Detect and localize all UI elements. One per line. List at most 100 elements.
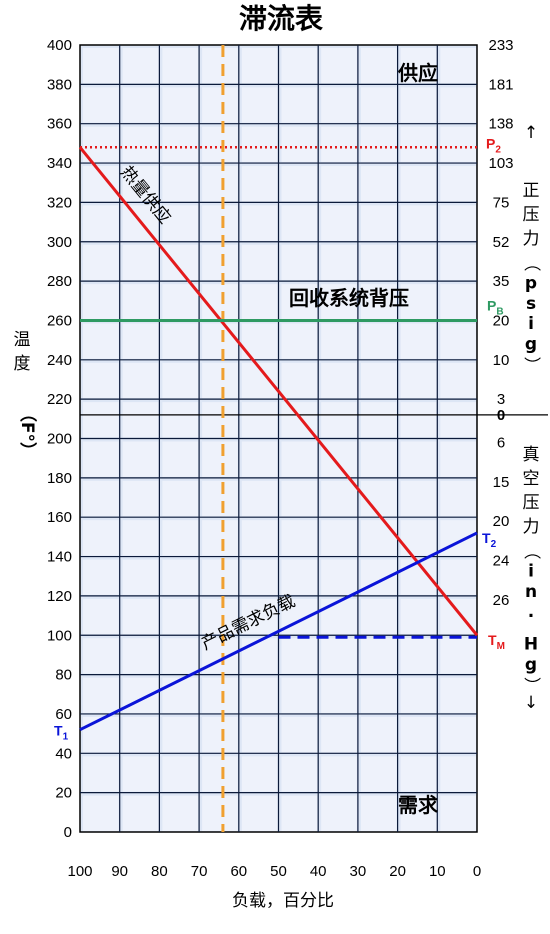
grid-cell	[122, 87, 159, 123]
grid-cell	[400, 284, 437, 320]
pressure-tick-label: 20	[493, 312, 510, 329]
grid-cell	[241, 166, 278, 202]
grid-cell	[202, 48, 238, 84]
y-tick-label: 80	[55, 667, 72, 684]
y-tick-label: 40	[55, 745, 72, 762]
grid-cell	[360, 284, 397, 320]
pressure-label-char: s	[526, 294, 536, 314]
grid-cell	[440, 48, 476, 84]
x-axis-label: 负载，百分比	[232, 891, 334, 911]
grid-cell	[202, 244, 238, 281]
reference-lines	[80, 45, 477, 832]
vacuum-tick-label: 20	[493, 513, 510, 530]
vacuum-label-char: g	[525, 655, 537, 675]
grid-cell	[202, 362, 238, 399]
grid-cell	[162, 323, 199, 359]
grid-cell	[281, 795, 318, 831]
grid-cell	[162, 48, 199, 84]
y-tick-label: 100	[47, 627, 72, 644]
series-markers: P2 PB T1 T2 TM	[54, 135, 505, 742]
grid-cell	[122, 284, 159, 320]
grid-cell	[321, 323, 357, 359]
grid-cell	[83, 402, 119, 438]
grid-cell	[281, 520, 318, 556]
x-tick-label: 100	[67, 863, 92, 880]
grid-cell	[83, 677, 119, 713]
grid-cell	[360, 87, 397, 123]
y-tick-label: 260	[47, 312, 72, 329]
grid-cell	[360, 441, 397, 477]
grid-cell	[440, 166, 476, 202]
grid-cell	[321, 716, 357, 753]
pressure-tick-label: 233	[488, 37, 513, 54]
grid-cell	[440, 480, 476, 517]
grid-cell	[360, 126, 397, 163]
grid-cell	[162, 638, 199, 674]
grid-cell	[162, 756, 199, 792]
grid-cell	[400, 362, 437, 399]
grid-cell	[281, 205, 318, 241]
grid-cell	[202, 323, 238, 359]
vacuum-tick-label: 24	[493, 553, 510, 570]
grid-cell	[162, 166, 199, 202]
y-label-char: 温	[14, 330, 31, 350]
y-tick-label: 160	[47, 509, 72, 526]
grid-cell	[162, 87, 199, 123]
grid-cell	[440, 677, 476, 713]
y-tick-label: 240	[47, 352, 72, 369]
grid-cell	[241, 402, 278, 438]
grid-cell	[321, 205, 357, 241]
grid-cell	[202, 126, 238, 163]
y-tick-label: 280	[47, 273, 72, 290]
grid-cell	[400, 126, 437, 163]
vacuum-label-char: 力	[523, 517, 540, 537]
y-label-char: 度	[14, 354, 31, 374]
pressure-tick-label: 138	[488, 116, 513, 133]
pressure-label-char: 力	[523, 229, 540, 249]
grid-cell	[360, 520, 397, 556]
up-arrow: ↑	[524, 123, 538, 143]
pressure-tick-label: 10	[493, 352, 510, 369]
x-axis-ticks: 100 90 80 70 60 50 40 30 20 10 0	[67, 863, 481, 880]
grid-cell	[83, 795, 119, 831]
pressure-label-char: （	[521, 255, 541, 272]
x-tick-label: 70	[191, 863, 208, 880]
grid-cell	[241, 559, 278, 595]
pressure-label-char: p	[525, 273, 537, 293]
grid-cell	[122, 716, 159, 753]
y-axis-ticks: 0 20 40 60 80 100 120 140 160 180 200 220 240 260 280 3…	[47, 37, 72, 841]
series-line-0	[78, 146, 479, 637]
grid-cell	[281, 677, 318, 713]
grid-cell	[83, 362, 119, 399]
grid-cell	[162, 205, 199, 241]
grid-cell	[162, 677, 199, 713]
grid-cell	[162, 716, 199, 753]
grid-cell	[202, 716, 238, 753]
grid-cell	[122, 559, 159, 595]
grid-cell	[281, 756, 318, 792]
y-axis-label: 温度 （F°）	[14, 330, 39, 459]
grid-cell	[281, 284, 318, 320]
pressure-tick-label: 75	[493, 194, 510, 211]
grid-cell	[122, 638, 159, 674]
x-tick-label: 50	[270, 863, 287, 880]
chart-title: 滞流表	[239, 2, 323, 35]
grid-cell	[400, 323, 437, 359]
grid-cell	[122, 677, 159, 713]
grid-cell	[281, 126, 318, 163]
vacuum-label-char: n	[525, 582, 537, 602]
grid-lines	[80, 45, 548, 832]
grid-cell	[241, 677, 278, 713]
grid-cell	[162, 795, 199, 831]
y-tick-label: 220	[47, 391, 72, 408]
grid-cell	[83, 559, 119, 595]
grid-cell	[281, 323, 318, 359]
grid-cell	[202, 677, 238, 713]
grid-cell	[321, 362, 357, 399]
pressure-label-char: 压	[523, 205, 540, 225]
grid-cell	[281, 638, 318, 674]
y-tick-label: 360	[47, 116, 72, 133]
vacuum-tick-label: 6	[497, 435, 505, 452]
grid-cell	[162, 480, 199, 517]
grid-cell	[440, 441, 476, 477]
